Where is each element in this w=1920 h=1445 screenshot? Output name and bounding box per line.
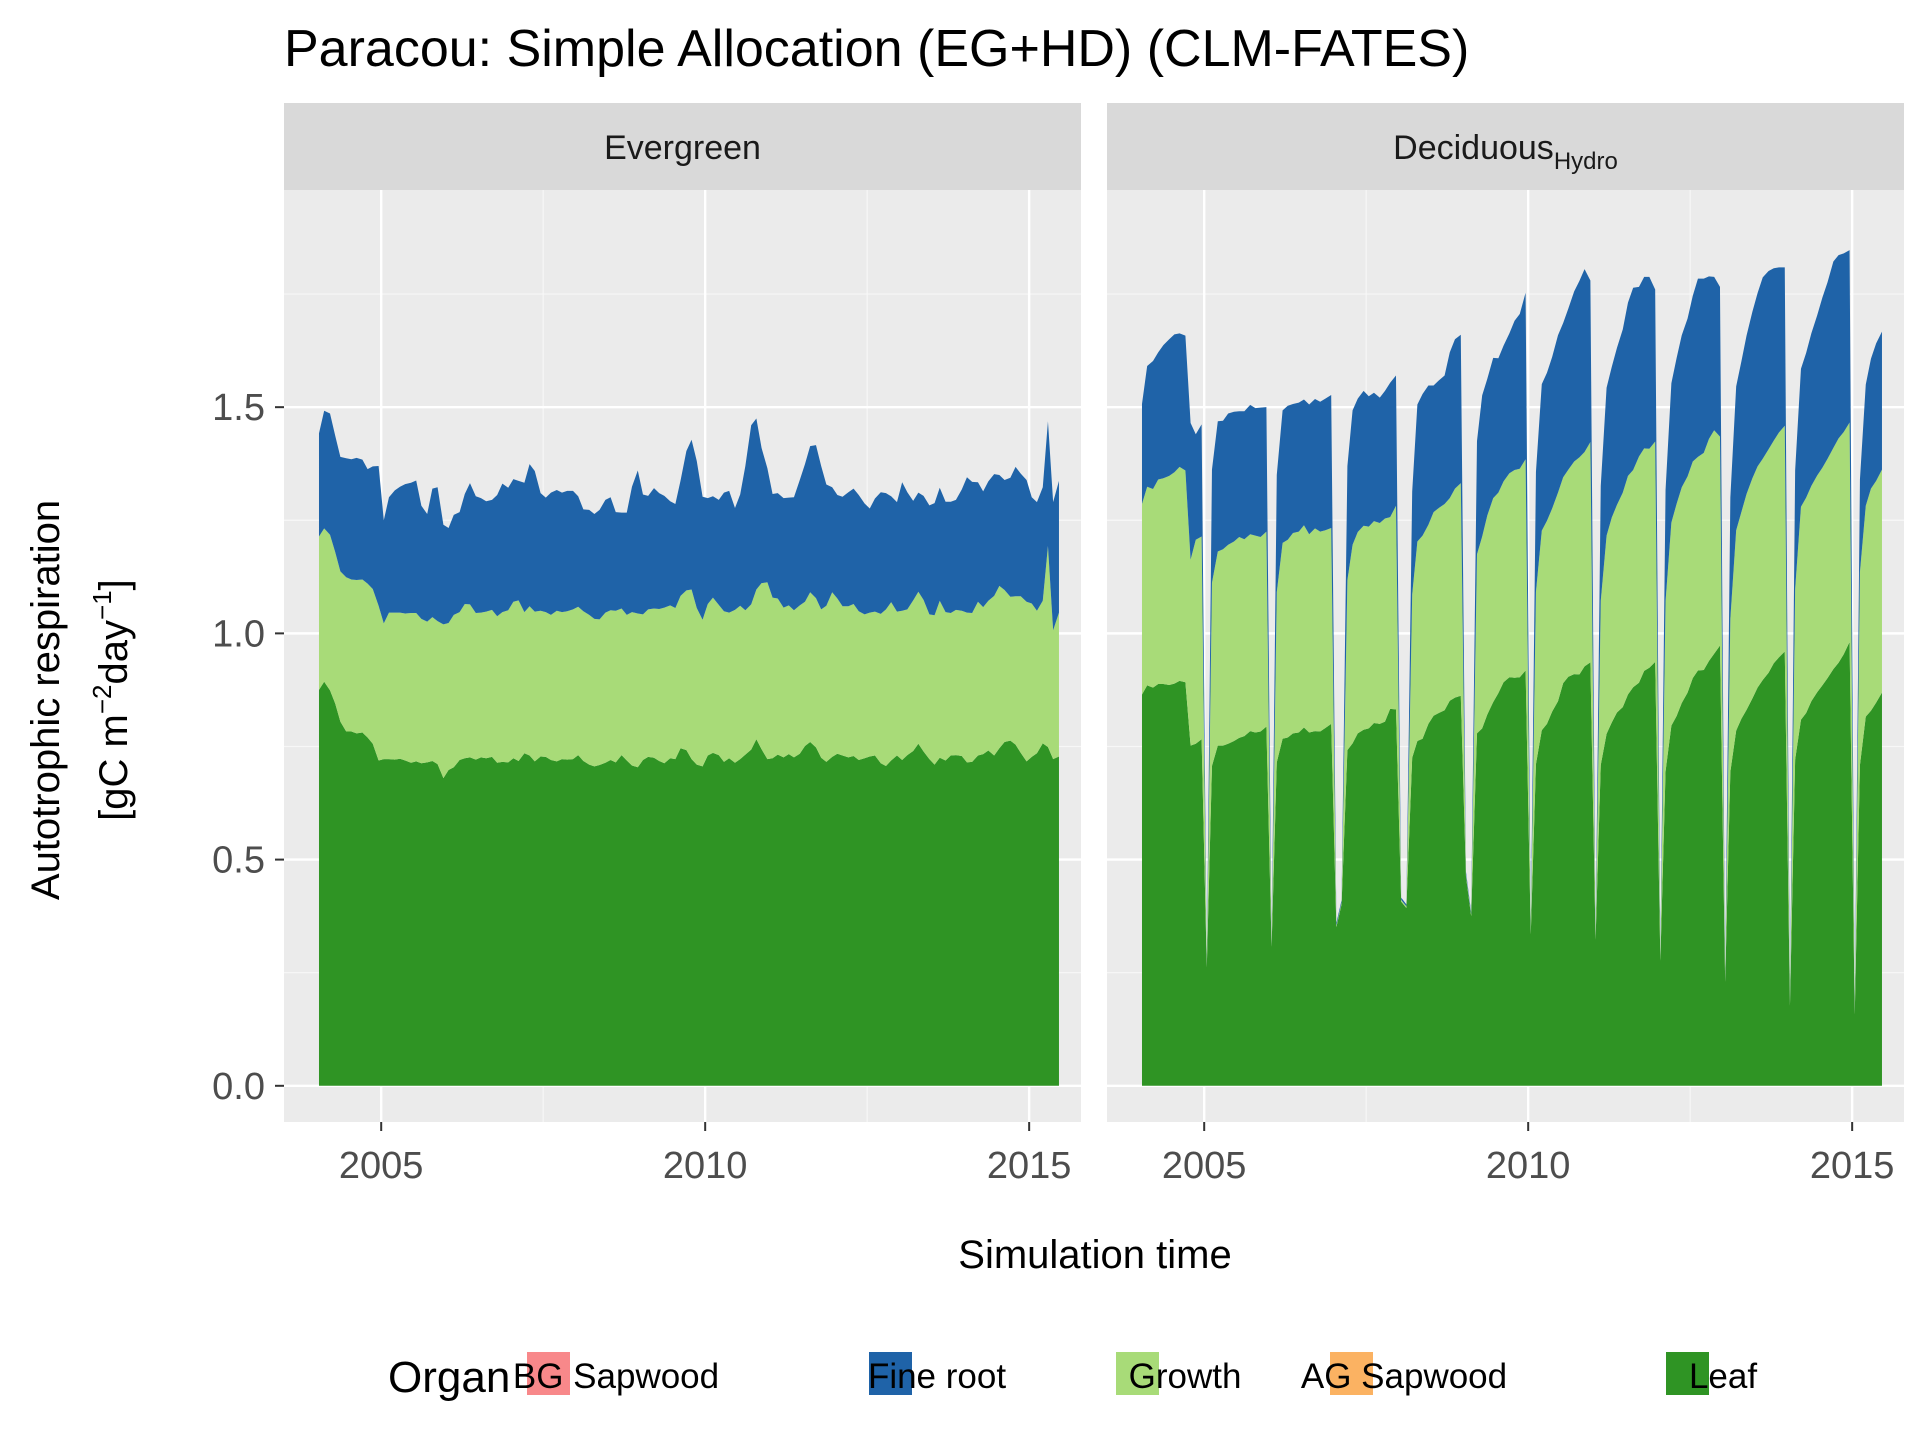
panel-strip — [284, 103, 1081, 190]
legend-label: Growth — [1129, 1357, 1242, 1396]
y-axis-label-superscript: −1 — [87, 590, 117, 620]
y-axis-label-line1: Autotrophic respiration — [24, 500, 68, 900]
chart-title: Paracou: Simple Allocation (EG+HD) (CLM-… — [284, 20, 1469, 78]
panel-2: DeciduousHydro 2005 2010 2015 — [1107, 103, 1904, 1187]
y-tick-label: 0.5 — [212, 840, 265, 882]
legend-label: AG Sapwood — [1301, 1357, 1507, 1396]
legend-key — [1666, 1352, 1709, 1395]
x-tick-label: 2010 — [1486, 1145, 1571, 1187]
x-axis-label: Simulation time — [958, 1233, 1231, 1277]
x-axis: 2005 2010 2015 — [339, 1122, 1072, 1187]
panel-strip-label-text: Evergreen — [604, 129, 761, 167]
y-tick-label: 1.5 — [212, 387, 265, 429]
area-leaf — [318, 681, 1059, 1086]
legend-item: Growth — [1116, 1352, 1241, 1396]
panel-strip-label: DeciduousHydro — [1393, 129, 1618, 175]
area-fine-root — [318, 410, 1059, 631]
legend-item: Leaf — [1666, 1352, 1757, 1396]
legend-key — [1116, 1352, 1159, 1395]
panel-strip-label: Evergreen — [604, 129, 761, 167]
legend-key — [527, 1352, 570, 1395]
y-tick-label: 1.0 — [212, 613, 265, 655]
x-axis: 2005 2010 2015 — [1162, 1122, 1895, 1187]
area-series-group — [1141, 250, 1882, 1086]
area-series-group — [318, 410, 1059, 1086]
legend-label: Fine root — [868, 1357, 1006, 1396]
x-tick-label: 2005 — [339, 1145, 424, 1187]
area-growth — [1141, 422, 1882, 1015]
x-tick-label: 2015 — [987, 1145, 1072, 1187]
x-tick-label: 2015 — [1810, 1145, 1895, 1187]
legend-key — [1330, 1352, 1373, 1395]
panel-strip-label-subscript: Hydro — [1554, 148, 1618, 175]
y-axis-label-part: ] — [92, 579, 136, 590]
legend-label: BG Sapwood — [513, 1357, 719, 1396]
legend: Organ BG Sapwood Fine root Growth AG Sapwoo… — [388, 1352, 1757, 1402]
legend-item: BG Sapwood — [513, 1352, 719, 1396]
y-axis-label-part: day — [92, 620, 136, 685]
legend-title: Organ — [388, 1353, 510, 1402]
y-tick-label: 0.0 — [212, 1066, 265, 1108]
y-axis-label-line2: [gC m−2day−1] — [87, 579, 136, 821]
y-axis-label-superscript: −2 — [87, 684, 117, 714]
panel-strip — [1107, 103, 1904, 190]
y-axis: 0.0 0.5 1.0 1.5 — [212, 387, 284, 1108]
panel-1: Evergreen 2005 2010 2015 — [284, 103, 1081, 1187]
area-leaf — [1141, 641, 1882, 1086]
legend-key — [869, 1352, 912, 1395]
y-axis-label-part: [gC m — [92, 714, 136, 821]
legend-label: Leaf — [1689, 1357, 1757, 1396]
panel-strip-label-text: Deciduous — [1393, 129, 1554, 167]
area-fine-root — [1141, 250, 1882, 1013]
legend-item: Fine root — [868, 1352, 1006, 1396]
x-tick-label: 2010 — [663, 1145, 748, 1187]
x-tick-label: 2005 — [1162, 1145, 1247, 1187]
legend-item: AG Sapwood — [1301, 1352, 1507, 1396]
area-growth — [318, 528, 1059, 779]
